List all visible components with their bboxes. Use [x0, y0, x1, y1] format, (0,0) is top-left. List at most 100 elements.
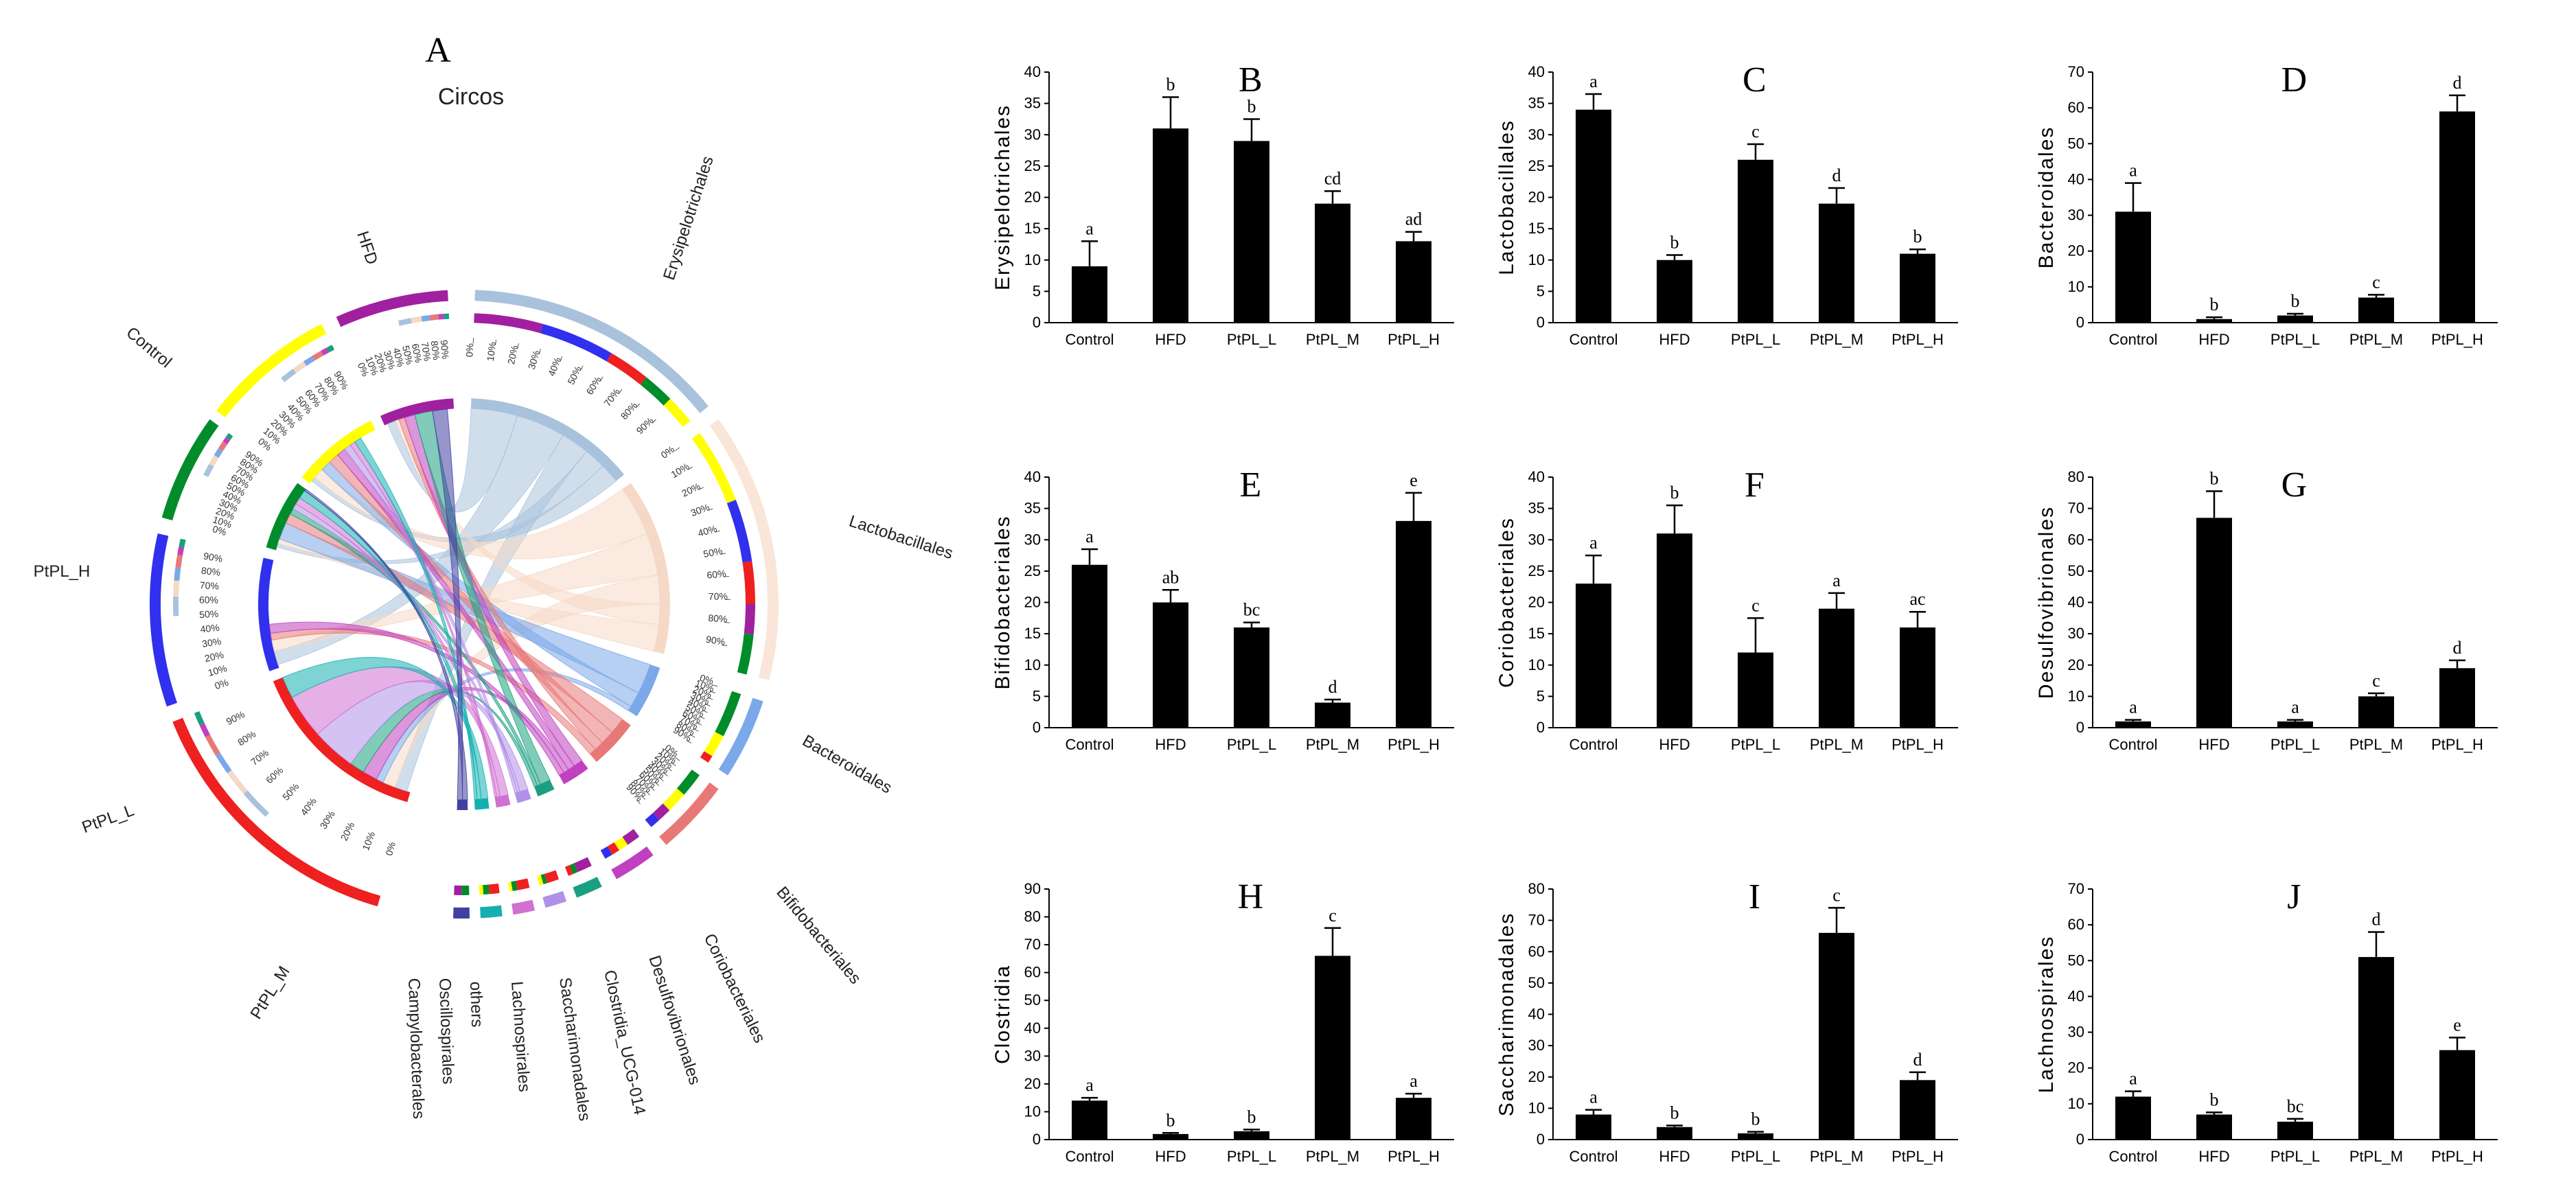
y-tick-label: 0	[2076, 314, 2084, 331]
x-category-label: Control	[1066, 736, 1114, 753]
composition-strip	[537, 875, 544, 886]
percent-label: 40%	[200, 622, 220, 635]
x-category-label: PtPL_L	[2270, 736, 2320, 753]
inner-arc-others	[457, 799, 468, 810]
significance-letter: d	[1832, 165, 1841, 185]
percent-tick	[538, 349, 541, 355]
circos-title: Circos	[438, 84, 504, 110]
y-tick-label: 15	[1528, 625, 1545, 642]
percent-tick	[667, 767, 672, 772]
composition-strip	[474, 313, 543, 334]
y-tick-label: 70	[1024, 936, 1041, 953]
composition-strip	[479, 885, 484, 895]
percent-label: 50%	[565, 365, 584, 386]
significance-letter: b	[1166, 1110, 1175, 1130]
bar-PtPL_H	[1396, 520, 1431, 728]
significance-letter: b	[2210, 469, 2219, 489]
composition-strip	[640, 377, 671, 406]
group-composition-strip	[214, 448, 223, 458]
percent-label: 30%	[689, 501, 711, 518]
significance-letter: a	[2291, 697, 2299, 717]
ribbon-Bacteroidales-Control	[321, 461, 639, 707]
bar-Control	[2115, 1096, 2151, 1140]
bar-PtPL_L	[2277, 1121, 2313, 1140]
inner-arc-Coriobacteriales	[559, 760, 588, 785]
percent-tick	[650, 786, 655, 791]
bar-PtPL_L	[2277, 315, 2313, 323]
percent-tick	[715, 530, 721, 533]
percent-label: 40%	[697, 523, 718, 539]
bar-PtPL_M	[1315, 956, 1350, 1140]
percent-tick	[599, 376, 603, 382]
significance-letter: a	[1085, 218, 1094, 238]
x-category-label: HFD	[1659, 1148, 1690, 1165]
percent-label: 60%	[264, 765, 285, 786]
composition-strip	[508, 881, 513, 892]
composition-strip	[540, 323, 612, 362]
percent-tick	[671, 762, 676, 767]
significance-letter: e	[2453, 1015, 2461, 1035]
significance-letter: c	[1751, 595, 1760, 615]
group-composition-strip	[429, 314, 439, 321]
composition-strip	[663, 398, 691, 427]
significance-letter: b	[1670, 1103, 1679, 1122]
percent-label: 10%	[360, 830, 377, 852]
y-tick-label: 60	[1528, 943, 1545, 960]
bar-PtPL_M	[1819, 932, 1854, 1140]
bar-PtPL_M	[1315, 203, 1350, 323]
bar-HFD	[1657, 1127, 1692, 1140]
y-axis-label: Lachnospirales	[2035, 936, 2058, 1094]
group-composition-strip	[205, 735, 220, 756]
inner-arc-PtPL_M	[273, 677, 411, 803]
significance-letter: b	[1247, 96, 1256, 116]
x-category-label: PtPL_L	[1227, 1148, 1276, 1165]
circos-panel: A Circos 0% 10% 20% 30% 40% 50% 60%70%80%90%0%…	[34, 31, 956, 1122]
bar-chart-J: 0 10 20 30 40 50 60 70 Lachnospirales Ja Control b H…	[2035, 877, 2498, 1165]
y-tick-label: 20	[1528, 594, 1545, 611]
percent-label: 10%	[485, 341, 498, 362]
composition-strip	[726, 500, 752, 563]
composition-strip	[454, 885, 462, 895]
percent-label: 90%	[225, 708, 246, 727]
ribbon-others-HFD	[432, 408, 463, 800]
y-tick-label: 40	[1528, 1006, 1545, 1023]
circos-label-bacteroidales: Bacteroidales	[799, 731, 895, 797]
bar-Control	[2115, 211, 2151, 323]
percent-tick	[696, 722, 702, 726]
group-composition-strip	[199, 723, 211, 737]
outer-arc-others	[453, 907, 470, 919]
ribbon-Desulfovibrionales-PtPL_H	[290, 508, 542, 786]
circos-panel-letter: A	[425, 31, 451, 70]
bar-HFD	[1153, 602, 1188, 728]
significance-letter: c	[1751, 122, 1760, 141]
percent-label: 50%	[400, 345, 415, 366]
y-tick-label: 60	[1024, 964, 1041, 981]
bar-Control	[1072, 266, 1107, 323]
significance-letter: b	[1751, 1109, 1760, 1129]
significance-letter: c	[2372, 272, 2380, 292]
bar-PtPL_M	[2358, 297, 2394, 323]
composition-strip	[737, 633, 754, 675]
bar-PtPL_L	[1234, 627, 1269, 728]
y-tick-label: 0	[1033, 1131, 1041, 1148]
percent-tick	[710, 691, 715, 693]
y-axis-label: Desulfovibrionales	[2035, 506, 2058, 699]
percent-label: 0%	[213, 677, 229, 692]
percent-label: 90%	[634, 415, 655, 436]
percent-tick	[687, 466, 693, 470]
group-composition-strip	[292, 361, 307, 373]
bar-Control	[1576, 1114, 1611, 1140]
x-category-label: PtPL_L	[1731, 1148, 1780, 1165]
x-category-label: Control	[1066, 331, 1114, 348]
significance-letter: d	[2453, 73, 2462, 93]
y-tick-label: 20	[1024, 189, 1041, 206]
percent-label: 60%	[199, 595, 218, 605]
bar-Control	[1576, 584, 1611, 728]
x-category-label: Control	[1569, 1148, 1618, 1165]
significance-letter: c	[1329, 905, 1337, 925]
ribbon-Lactobacillales-Control	[314, 469, 647, 559]
y-tick-label: 0	[1537, 1131, 1545, 1148]
y-tick-label: 30	[1024, 531, 1041, 548]
panel-letter: F	[1745, 465, 1764, 505]
y-tick-label: 35	[1528, 500, 1545, 517]
